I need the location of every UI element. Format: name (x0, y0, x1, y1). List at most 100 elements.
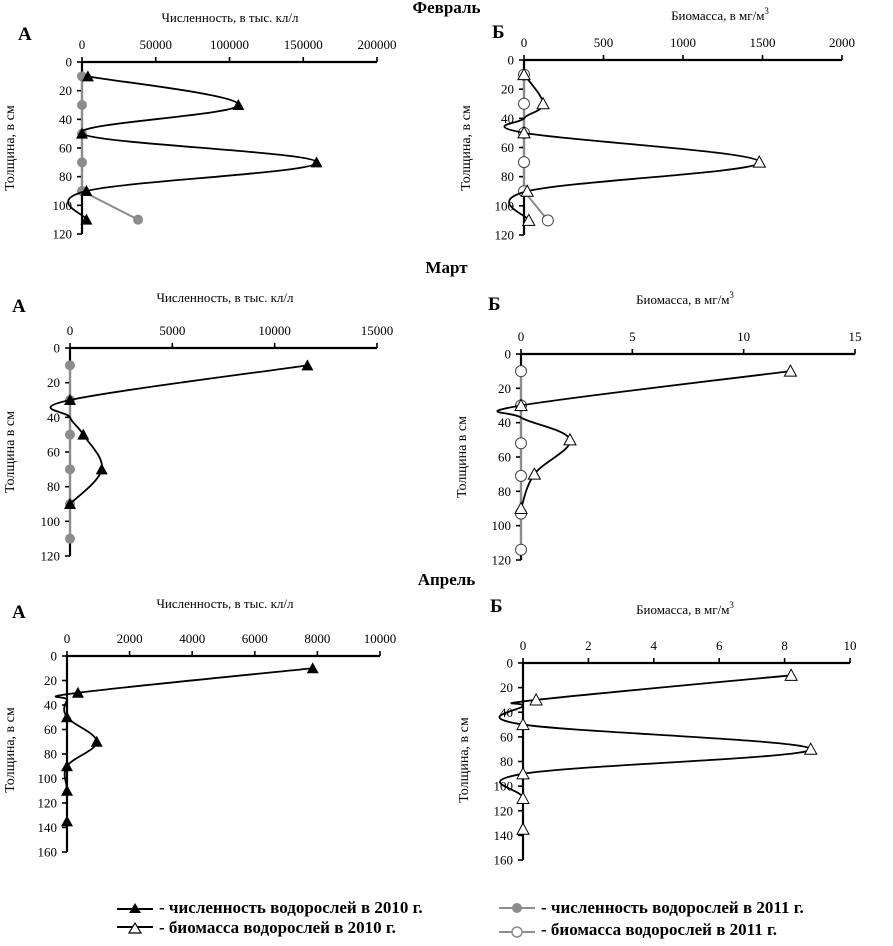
y-tick-label: 0 (507, 656, 514, 671)
data-point (77, 157, 87, 168)
y-tick-label: 40 (59, 112, 72, 127)
data-point (65, 360, 75, 371)
open-circle-icon (499, 926, 535, 938)
y-tick-label: 140 (38, 820, 58, 835)
y-tick-label: 20 (47, 375, 60, 390)
x-axis-title: Численность, в тыс. кл/л (161, 10, 299, 25)
data-point (76, 127, 88, 139)
x-tick-label: 0 (518, 329, 525, 344)
filled-triangle-icon (117, 903, 153, 913)
data-point (61, 760, 73, 772)
x-tick-label: 15000 (361, 323, 394, 338)
x-axis-title: Численность, в тыс. кл/л (156, 290, 294, 305)
y-tick-label: 40 (501, 111, 514, 126)
y-axis-title: Толщина, в см (459, 105, 474, 191)
series-filled-triangle (67, 70, 323, 225)
y-tick-label: 80 (47, 479, 60, 494)
data-point (803, 742, 818, 755)
x-tick-label: 6000 (242, 631, 268, 646)
x-tick-label: 10 (844, 638, 857, 653)
y-tick-label: 0 (54, 341, 61, 356)
x-tick-label: 2000 (829, 35, 855, 50)
data-point (516, 766, 530, 780)
data-point (61, 784, 73, 796)
chart-svg: Б Биомасса, в мг/м3 Толщина в см 0 5 10 15 0 20 4… (455, 290, 862, 568)
data-point (514, 501, 528, 514)
x-axis-title: Биомасса, в мг/м3 (636, 600, 734, 617)
data-point (61, 815, 73, 827)
panel-letter: Б (490, 596, 503, 617)
legend-label: - биомасса водорослей в 2011 г. (541, 920, 777, 939)
x-tick-label: 10 (737, 329, 750, 344)
x-tick-label: 0 (67, 323, 74, 338)
x-tick-label: 0 (79, 37, 86, 52)
y-tick-label: 140 (494, 828, 514, 843)
x-tick-label: 500 (594, 35, 614, 50)
y-tick-label: 120 (38, 796, 58, 811)
month-title-april: Апрель (417, 570, 476, 589)
x-axis-title: Биомасса, в мг/м3 (671, 6, 769, 23)
x-tick-label: 150000 (284, 37, 323, 52)
data-point (517, 67, 531, 81)
data-point (784, 668, 798, 681)
data-point (518, 156, 530, 169)
y-tick-label: 80 (500, 754, 513, 769)
legend-item-count2011: - численность водорослей в 2011 г. (497, 898, 804, 918)
x-tick-label: 1500 (750, 35, 776, 50)
legend-label: - численность водорослей в 2010 г. (159, 898, 423, 917)
data-point (752, 155, 767, 168)
series-open-circle (515, 365, 527, 556)
series-filled-triangle (54, 662, 319, 827)
series-line (503, 74, 761, 221)
y-tick-label: 120 (41, 549, 61, 564)
y-axis-title: Толщина в см (455, 416, 470, 498)
y-tick-label: 80 (501, 169, 514, 184)
chart-mar-B: Б Биомасса, в мг/м3 Толщина в см 0 5 10 15 0 20 4… (440, 260, 893, 575)
y-tick-label: 80 (59, 169, 72, 184)
chart-mar-A: А Численность, в тыс. кл/л Толщина в см 0 50… (0, 260, 430, 575)
series-line (81, 76, 139, 221)
data-point (61, 711, 73, 723)
y-tick-label: 120 (495, 228, 515, 243)
chart-svg: А Численность, в тыс. кл/л Толщина в см 0 50… (3, 290, 394, 564)
chart-svg: Б Биомасса, в мг/м3 Толщина, в см 0 2 4 6 8 10 0 2… (457, 596, 857, 868)
data-point (77, 428, 90, 440)
data-point (521, 213, 536, 226)
y-tick-label: 20 (44, 673, 57, 688)
y-tick-label: 120 (494, 803, 514, 818)
data-point (516, 717, 530, 731)
series-open-triangle (503, 67, 767, 226)
data-point (133, 214, 144, 225)
y-tick-label: 0 (66, 55, 73, 70)
panel-letter: Б (492, 22, 505, 43)
legend-item-count2010: - численность водорослей в 2010 г. (115, 898, 423, 918)
month-title-march: Март (425, 258, 468, 277)
data-point (515, 437, 527, 450)
data-point (541, 214, 554, 227)
data-point (64, 498, 76, 509)
y-tick-label: 60 (44, 722, 57, 737)
data-point (81, 70, 94, 82)
data-point (301, 359, 314, 371)
x-tick-label: 0 (64, 631, 71, 646)
data-point (514, 398, 528, 411)
x-tick-label: 5000 (159, 323, 185, 338)
legend-label: - биомасса водорослей в 2010 г. (159, 918, 396, 937)
legend: - численность водорослей в 2010 г. - био… (115, 898, 423, 938)
data-point (536, 96, 550, 110)
x-axis-title: Численность, в тыс. кл/л (156, 596, 294, 611)
x-tick-label: 5 (629, 329, 636, 344)
x-tick-label: 10000 (258, 323, 291, 338)
y-tick-label: 0 (505, 347, 512, 362)
series-line (523, 74, 549, 222)
series-line (496, 370, 791, 509)
filled-circle-icon (499, 903, 535, 913)
data-point (306, 662, 319, 674)
y-tick-label: 100 (38, 771, 58, 786)
x-tick-label: 0 (520, 638, 527, 653)
y-tick-label: 0 (51, 649, 58, 664)
series-filled-triangle (49, 359, 314, 509)
x-tick-label: 50000 (140, 37, 173, 52)
y-axis-title: Толщина, в см (457, 717, 472, 803)
x-tick-label: 100000 (210, 37, 249, 52)
